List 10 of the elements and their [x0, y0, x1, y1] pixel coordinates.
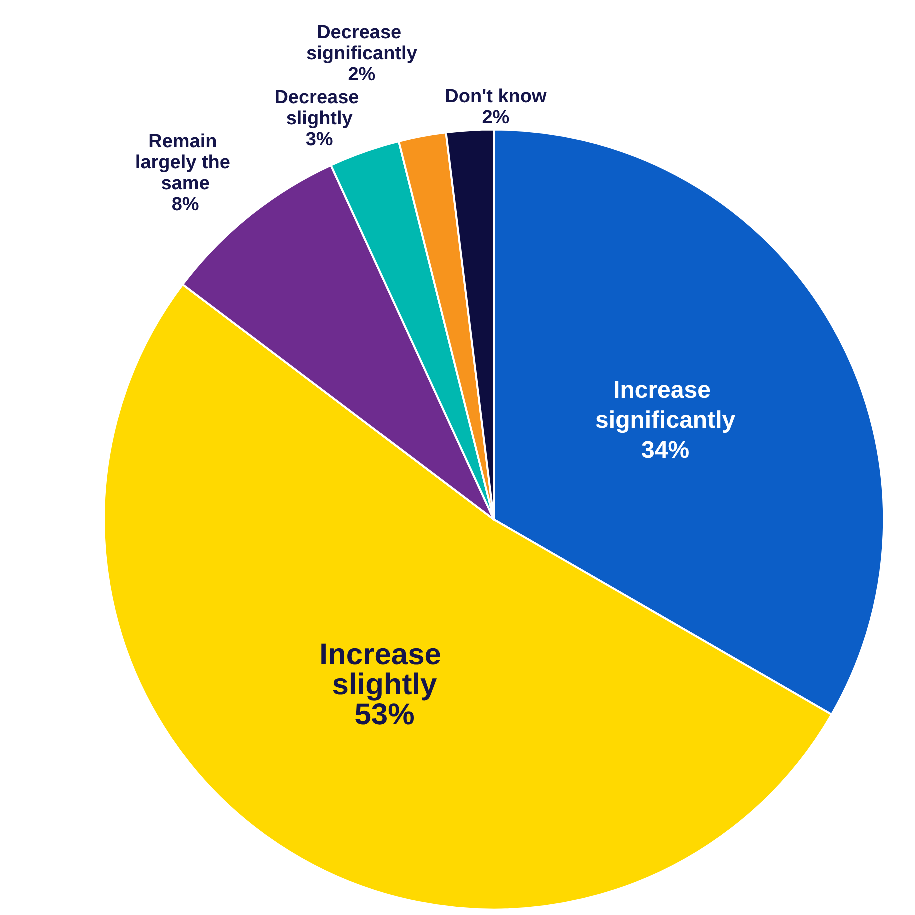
- data-label: 34%: [642, 437, 690, 464]
- slice-label: Decrease slightly: [274, 87, 364, 130]
- slice-label: Increase significantly: [596, 377, 736, 434]
- data-label: 2%: [348, 64, 376, 86]
- data-label: 2%: [482, 107, 510, 128]
- slice-label: Decrease significantly: [306, 22, 418, 64]
- data-label: 3%: [306, 129, 334, 150]
- slice-label: Remain largely the same: [135, 132, 236, 195]
- slice-label: Don't know: [445, 86, 547, 108]
- data-label: 8%: [172, 194, 200, 216]
